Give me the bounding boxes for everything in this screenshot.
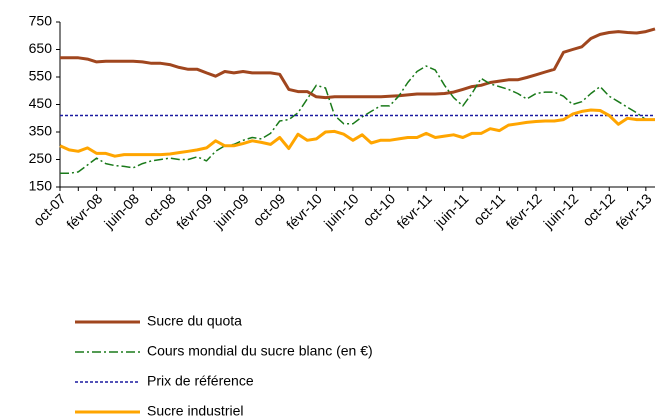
x-tick-label: oct-09 [250,190,289,229]
x-tick-label: oct-12 [579,190,618,229]
x-tick-label: févr-13 [612,190,654,232]
y-tick-label: 750 [29,13,53,29]
x-tick-label: oct-08 [140,190,179,229]
x-tick-label: juin-10 [320,190,362,232]
x-tick-label: févr-11 [393,190,435,232]
x-tick-label: oct-10 [359,190,398,229]
legend-label: Cours mondial du sucre blanc (en €) [147,343,373,359]
legend-label: Sucre du quota [147,313,242,329]
x-tick-label: juin-11 [430,190,471,231]
y-tick-label: 650 [29,40,53,56]
x-tick-label: oct-11 [470,190,508,228]
y-tick-label: 550 [29,68,53,84]
x-tick-label: févr-12 [503,190,545,232]
y-tick-label: 350 [29,123,53,139]
series-line [60,65,647,175]
series-line [60,27,656,100]
y-tick-label: 450 [29,95,53,111]
x-tick-label: juin-12 [540,190,582,232]
x-tick-label: oct-07 [30,190,69,229]
legend-label: Prix de référence [147,373,254,389]
x-tick-label: juin-08 [100,190,142,232]
x-tick-label: févr-09 [173,190,215,232]
x-tick-label: févr-08 [63,190,105,232]
legend-label: Sucre industriel [147,403,244,417]
series-line [59,108,655,158]
x-tick-label: juin-09 [210,190,252,232]
y-tick-label: 150 [29,178,53,194]
x-tick-label: févr-10 [283,190,325,232]
y-tick-label: 250 [29,150,53,166]
